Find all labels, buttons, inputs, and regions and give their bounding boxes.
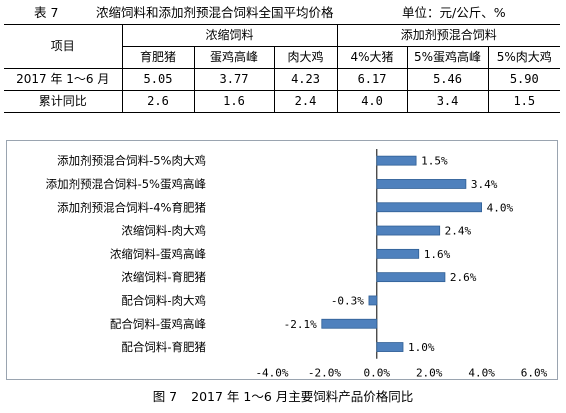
column-header: 蛋鸡高峰 <box>193 46 275 69</box>
figure-title: 2017 年 1～6 月主要饲料产品价格同比 <box>191 389 414 404</box>
category-label: 浓缩饲料-蛋鸡高峰 <box>110 247 207 261</box>
price-table: 项目 浓缩饲料 添加剂预混合饲料 育肥猪 蛋鸡高峰 肉大鸡 4%大猪 5%蛋鸡高… <box>4 24 561 113</box>
bar <box>376 342 404 352</box>
x-tick-label: -4.0% <box>255 367 288 379</box>
category-label: 添加剂预混合饲料-5%蛋鸡高峰 <box>46 177 207 191</box>
bar <box>376 272 446 283</box>
column-header: 肉大鸡 <box>273 46 338 69</box>
bar <box>376 225 441 236</box>
header-item: 项目 <box>4 24 123 69</box>
table-number: 表 7 <box>34 5 59 20</box>
category-label: 配合饲料-育肥猪 <box>121 340 206 354</box>
category-label: 配合饲料-蛋鸡高峰 <box>110 317 207 331</box>
column-header: 5%蛋鸡高峰 <box>406 46 489 69</box>
x-tick-label: 2.0% <box>416 367 443 379</box>
header-group-concentrate: 浓缩饲料 <box>121 24 338 47</box>
table-row: 累计同比 2.6 1.6 2.4 4.0 3.4 1.5 <box>4 90 561 113</box>
x-tick-label: -2.0% <box>308 367 341 379</box>
table-cell: 5.46 <box>406 68 489 91</box>
data-label: -2.1% <box>284 318 317 331</box>
data-label: 1.6% <box>424 248 451 261</box>
category-label: 浓缩饲料-肉大鸡 <box>121 224 206 238</box>
table-title: 表 7 浓缩饲料和添加剂预混合饲料全国平均价格 单位：元/公斤、% <box>0 4 566 22</box>
table-cell: 6.17 <box>336 68 408 91</box>
table-row: 2017 年 1～6 月 5.05 3.77 4.23 6.17 5.46 5.… <box>4 68 561 91</box>
table-header-row-1: 项目 浓缩饲料 添加剂预混合饲料 <box>4 24 561 69</box>
data-label: 1.5% <box>421 155 448 168</box>
bar <box>376 179 467 189</box>
x-tick-label: 4.0% <box>468 367 495 379</box>
bar <box>368 295 378 306</box>
row-label: 2017 年 1～6 月 <box>4 68 123 91</box>
bar-chart: 添加剂预混合饲料-5%肉大鸡 1.5% 添加剂预混合饲料-5%蛋鸡高峰 3.4% 添加剂… <box>46 149 548 379</box>
bar <box>321 318 378 329</box>
table-cell: 3.77 <box>193 68 275 91</box>
bar <box>376 248 420 259</box>
category-label: 添加剂预混合饲料-5%肉大鸡 <box>57 154 206 168</box>
x-tick-label: 6.0% <box>521 367 548 379</box>
figure-caption: 图 7 2017 年 1～6 月主要饲料产品价格同比 <box>0 388 566 406</box>
table-cell: 2.4 <box>273 90 338 113</box>
category-label: 浓缩饲料-育肥猪 <box>121 270 206 284</box>
table-unit: 单位：元/公斤、% <box>402 5 506 20</box>
data-label: -0.3% <box>331 294 364 307</box>
table-cell: 1.5 <box>487 90 561 113</box>
table-name: 浓缩饲料和添加剂预混合饲料全国平均价格 <box>96 5 334 20</box>
table-cell: 4.0 <box>336 90 408 113</box>
column-header: 4%大猪 <box>336 46 408 69</box>
category-label: 添加剂预混合饲料-4%育肥猪 <box>57 200 206 214</box>
header-group-premix: 添加剂预混合饲料 <box>336 24 561 47</box>
category-label: 配合饲料-肉大鸡 <box>121 293 206 307</box>
table-cell: 3.4 <box>406 90 489 113</box>
data-label: 3.4% <box>471 178 498 191</box>
data-label: 2.6% <box>450 271 477 284</box>
table-cell: 4.23 <box>273 68 338 91</box>
table-cell: 5.90 <box>487 68 561 91</box>
figure-number: 图 7 <box>152 389 178 404</box>
x-tick-label: 0.0% <box>364 367 391 379</box>
bar <box>376 202 482 213</box>
table-cell: 2.6 <box>121 90 195 113</box>
column-header: 5%肉大鸡 <box>487 46 561 69</box>
column-header: 育肥猪 <box>122 46 195 69</box>
bar <box>376 155 417 166</box>
chart-frame: 添加剂预混合饲料-5%肉大鸡 1.5% 添加剂预混合饲料-5%蛋鸡高峰 3.4% 添加剂… <box>6 140 558 380</box>
table-cell: 5.05 <box>121 68 195 91</box>
data-label: 1.0% <box>408 341 435 354</box>
data-label: 4.0% <box>487 201 514 214</box>
table-cell: 1.6 <box>193 90 275 113</box>
row-label: 累计同比 <box>4 90 123 113</box>
data-label: 2.4% <box>445 225 472 238</box>
